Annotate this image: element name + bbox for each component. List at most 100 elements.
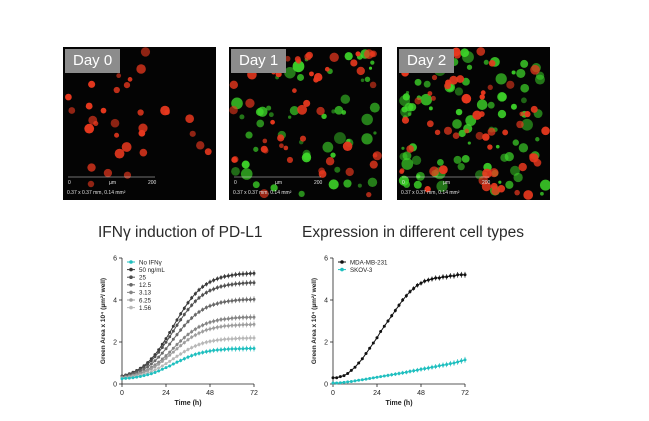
red-cell [488, 59, 496, 67]
data-point [168, 353, 172, 357]
red-cell [464, 128, 470, 134]
data-point [437, 276, 441, 280]
green-cell [328, 179, 339, 190]
red-cell [277, 134, 285, 142]
green-cell [239, 114, 245, 120]
data-point [448, 274, 452, 278]
green-cell [457, 163, 465, 171]
green-cell [357, 183, 362, 188]
data-point [186, 332, 190, 336]
data-point [349, 368, 353, 372]
data-point [201, 330, 205, 333]
red-cell [406, 145, 414, 153]
red-cell [286, 156, 294, 164]
data-point [204, 306, 208, 310]
legend-marker [129, 305, 133, 310]
red-cell [434, 129, 441, 136]
red-cell [318, 167, 325, 175]
chart-title-ifng: IFNγ induction of PD-L1 [98, 224, 263, 241]
data-point [179, 318, 183, 322]
green-cell [455, 108, 463, 116]
data-point [124, 376, 128, 380]
data-point [160, 345, 164, 349]
green-cell [245, 131, 253, 139]
data-point [404, 370, 408, 374]
data-point [149, 370, 153, 374]
data-point [131, 376, 135, 380]
data-point [182, 341, 186, 345]
green-cell [322, 141, 334, 153]
data-point [223, 274, 227, 278]
data-point [248, 272, 252, 276]
green-cell [302, 152, 311, 161]
data-point [171, 357, 175, 361]
data-point [212, 319, 216, 323]
data-point [371, 341, 375, 345]
data-point [346, 372, 350, 375]
green-cell [423, 80, 431, 88]
scale-end: 200 [482, 180, 491, 186]
data-point [153, 370, 157, 374]
data-point [331, 381, 335, 385]
red-cell [324, 66, 330, 72]
red-cell [487, 144, 493, 150]
day-label: Day 0 [65, 49, 121, 73]
red-cell [303, 99, 311, 107]
data-point [179, 358, 183, 362]
data-point [382, 324, 386, 328]
data-point [175, 343, 179, 347]
green-cell [297, 73, 305, 81]
green-cell [428, 106, 433, 111]
data-point [234, 298, 238, 302]
data-point [215, 348, 219, 352]
data-point [456, 273, 460, 277]
data-point [338, 375, 342, 379]
data-point [248, 347, 252, 351]
data-point [452, 361, 456, 365]
green-cell [420, 93, 433, 106]
data-point [215, 318, 219, 322]
data-point [241, 315, 245, 319]
red-cell [523, 190, 534, 200]
red-cell [85, 102, 93, 110]
data-point [190, 303, 194, 307]
red-cell [316, 106, 325, 116]
data-point [171, 324, 175, 328]
red-cell [110, 118, 120, 128]
green-cell [520, 59, 529, 68]
data-point [208, 339, 212, 343]
data-point [171, 346, 175, 350]
x-tick-label: 24 [162, 390, 170, 397]
red-cell [482, 168, 492, 179]
red-cell [475, 131, 484, 140]
red-cell [294, 56, 301, 63]
green-cell [361, 133, 373, 145]
data-point [182, 350, 186, 354]
red-cell [478, 111, 485, 117]
green-cell [344, 52, 353, 61]
legend-label: MDA-MB-231 [350, 259, 388, 266]
green-cell [487, 101, 495, 109]
data-point [368, 377, 372, 381]
data-point [448, 362, 452, 366]
data-point [360, 378, 364, 382]
red-cell [461, 93, 472, 104]
red-cell [342, 141, 353, 152]
data-point [245, 315, 249, 319]
data-point [175, 347, 179, 351]
data-point [441, 363, 445, 367]
data-point [168, 364, 172, 368]
data-point [135, 375, 139, 379]
red-cell [259, 189, 269, 199]
data-point [412, 369, 416, 373]
red-cell [189, 130, 196, 137]
data-point [349, 379, 353, 383]
data-point [375, 375, 379, 379]
data-point [346, 380, 350, 384]
data-point [164, 340, 168, 344]
data-point [401, 371, 405, 375]
green-cell [402, 151, 412, 161]
data-point [230, 282, 234, 286]
data-point [397, 372, 401, 375]
